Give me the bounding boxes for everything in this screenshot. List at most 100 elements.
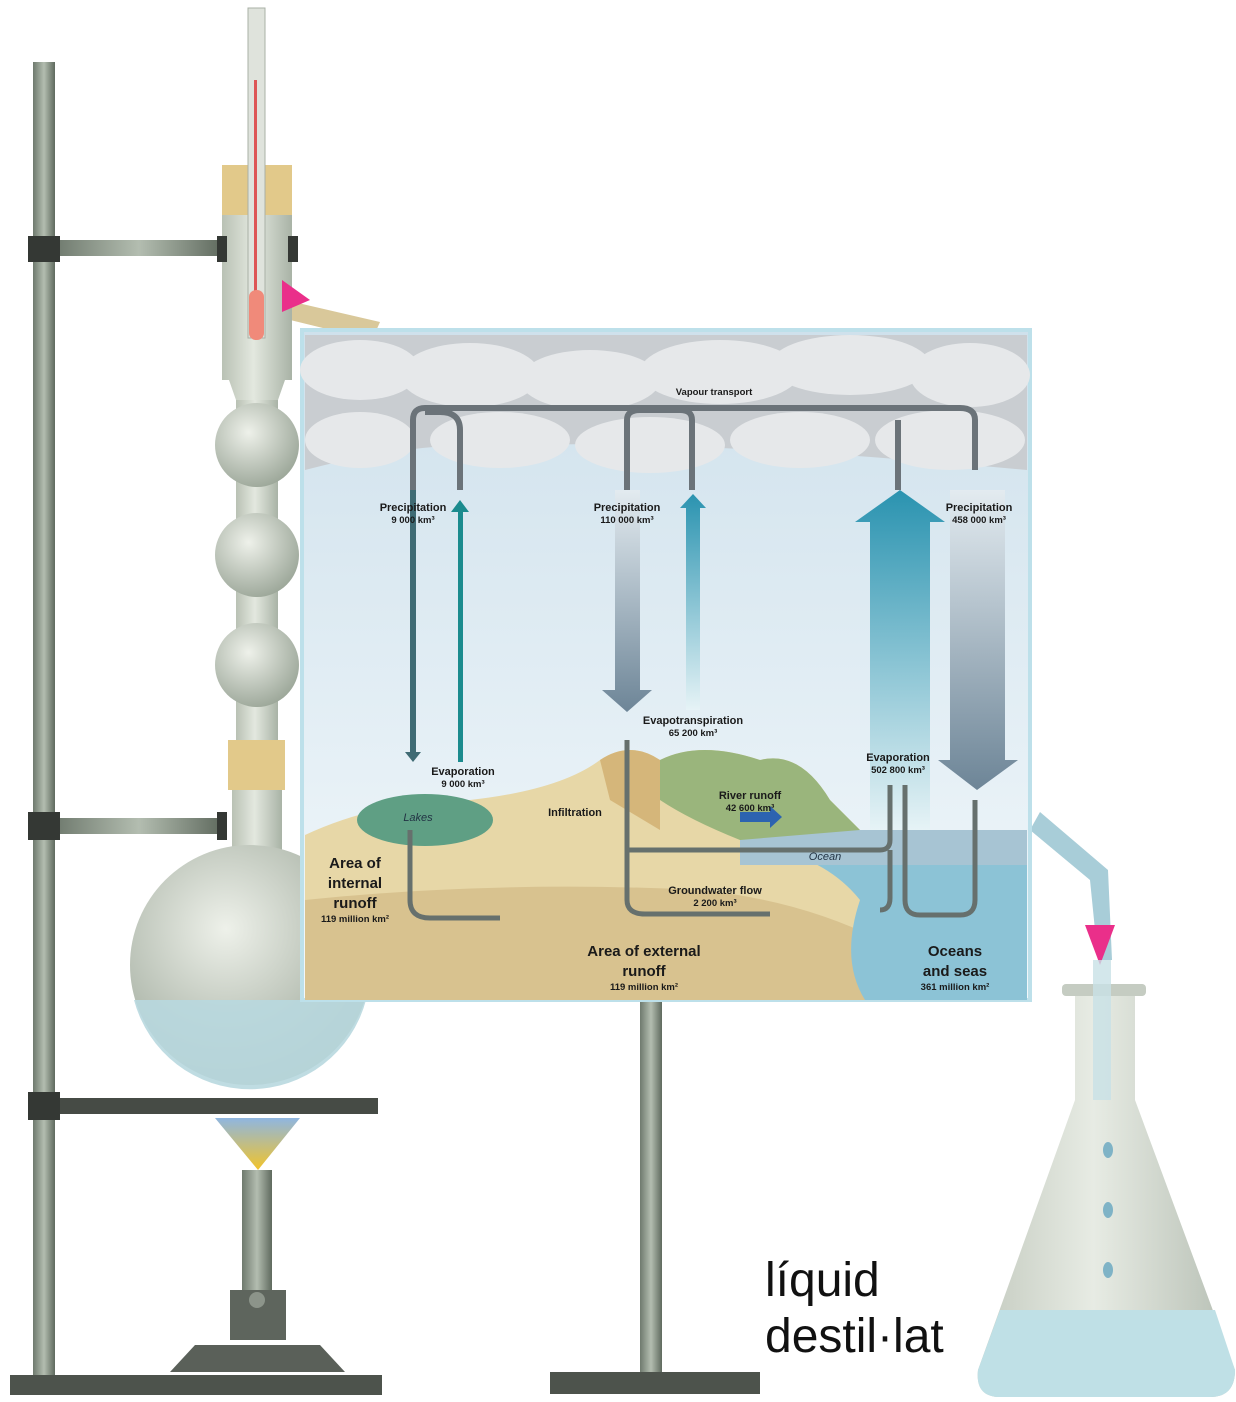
water-cycle-panel-part-part bbox=[410, 405, 978, 490]
distillation-column-part bbox=[288, 236, 298, 262]
flow-label: Precipitation bbox=[380, 502, 447, 514]
area-label: Oceans bbox=[928, 943, 982, 960]
water-cycle-panel-part bbox=[300, 335, 1030, 473]
feature-label: Lakes bbox=[403, 812, 433, 824]
water-cycle-panel-part-part bbox=[875, 410, 1025, 470]
distillation-column-part bbox=[217, 236, 227, 262]
lab-stand-part bbox=[28, 1092, 60, 1120]
water-cycle-panel-part bbox=[410, 405, 978, 490]
distillation-column-part bbox=[282, 280, 310, 312]
water-cycle-panel-part bbox=[740, 830, 1027, 1000]
water-cycle-panel-part bbox=[938, 490, 1018, 790]
water-cycle-panel-part bbox=[680, 494, 706, 710]
lab-stand-part bbox=[28, 236, 60, 262]
water-cycle-panel-part-part bbox=[425, 409, 463, 490]
flow-amount: 65 200 km³ bbox=[669, 728, 718, 739]
distillation-column-part bbox=[215, 623, 299, 707]
water-cycle-panel-part-part bbox=[624, 740, 770, 917]
distillation-column-part bbox=[254, 80, 257, 310]
vapour-label: Vapour transport bbox=[676, 387, 753, 398]
water-cycle-panel-part-part bbox=[575, 417, 725, 473]
water-cycle-panel-part-part bbox=[730, 412, 870, 468]
erlenmeyer-flask-part bbox=[1085, 925, 1115, 965]
water-cycle-panel-part bbox=[600, 750, 660, 830]
burner bbox=[170, 1118, 345, 1372]
lab-stand-part bbox=[550, 1372, 760, 1394]
water-cycle-panel-part-part bbox=[627, 785, 893, 853]
distillation-column-part bbox=[215, 513, 299, 597]
flow-amount: 9 000 km³ bbox=[391, 515, 434, 526]
distillation-column bbox=[215, 7, 380, 760]
flow-label: Precipitation bbox=[594, 502, 661, 514]
water-cycle-panel-part-part bbox=[300, 340, 420, 400]
flow-amount: 502 800 km³ bbox=[871, 765, 925, 776]
water-cycle-panel-part-part bbox=[902, 785, 978, 918]
lab-stand-part bbox=[28, 812, 60, 840]
flow-amount: 110 000 km³ bbox=[600, 515, 653, 526]
water-cycle-panel-part-part bbox=[407, 830, 500, 921]
area-size: 119 million km² bbox=[321, 914, 389, 925]
area-size: 361 million km² bbox=[921, 982, 990, 993]
water-cycle-panel-part bbox=[407, 740, 978, 921]
distillation-column-part bbox=[249, 290, 264, 340]
area-label: runoff bbox=[333, 895, 377, 912]
lab-stand-part bbox=[10, 1375, 382, 1395]
water-cycle-panel bbox=[300, 328, 1032, 1002]
water-cycle-panel-part-part bbox=[430, 412, 570, 468]
round-flask-part bbox=[134, 1000, 366, 1090]
water-cycle-panel-part-part bbox=[770, 335, 930, 395]
flow-amount: 2 200 km³ bbox=[693, 898, 736, 909]
caption: destil·lat bbox=[765, 1310, 944, 1363]
erlenmeyer-flask-part bbox=[977, 1310, 1235, 1397]
flow-label: Evaporation bbox=[431, 766, 495, 778]
distillation-column-part bbox=[215, 403, 299, 487]
burner-part bbox=[249, 1292, 265, 1308]
flow-label: River runoff bbox=[719, 790, 782, 802]
caption: líquid bbox=[765, 1254, 880, 1307]
feature-label: Ocean bbox=[809, 851, 841, 863]
flow-label: Groundwater flow bbox=[668, 885, 762, 897]
water-cycle-panel-part-part bbox=[520, 350, 660, 410]
lab-stand bbox=[10, 62, 760, 1395]
erlenmeyer-flask-part bbox=[1103, 1142, 1113, 1158]
lab-stand-part bbox=[55, 240, 223, 256]
erlenmeyer-flask-part bbox=[1093, 960, 1111, 1100]
flow-amount: 9 000 km³ bbox=[441, 779, 484, 790]
distillation-column-part bbox=[222, 360, 292, 400]
water-cycle-panel-part bbox=[357, 794, 493, 846]
water-cycle-panel-part bbox=[855, 490, 945, 830]
area-label: Area of external bbox=[587, 943, 700, 960]
water-cycle-panel-part-part bbox=[400, 343, 540, 407]
flow-label: Evapotranspiration bbox=[643, 715, 744, 727]
water-cycle-panel-part bbox=[405, 490, 421, 762]
burner-part bbox=[242, 1170, 272, 1295]
burner-part bbox=[215, 1118, 300, 1170]
area-label: and seas bbox=[923, 963, 987, 980]
water-cycle-panel-part bbox=[451, 500, 469, 762]
labels: Vapour transport Precipitation 9 000 km³… bbox=[321, 387, 1013, 1363]
erlenmeyer-flask-part bbox=[977, 995, 1235, 1397]
erlenmeyer-flask-part bbox=[1103, 1262, 1113, 1278]
lab-stand-part bbox=[30, 1098, 378, 1114]
erlenmeyer-flask bbox=[977, 812, 1235, 1397]
flow-amount: 458 000 km³ bbox=[952, 515, 1006, 526]
flow-label: Evaporation bbox=[866, 752, 930, 764]
flow-amount: 42 600 km³ bbox=[726, 803, 775, 814]
water-cycle-panel-part-part bbox=[910, 343, 1030, 407]
area-label: internal bbox=[328, 875, 382, 892]
area-label: runoff bbox=[622, 963, 666, 980]
lab-stand-part bbox=[55, 818, 223, 834]
water-cycle-panel-part-part bbox=[879, 850, 893, 913]
water-cycle-panel-part bbox=[740, 806, 782, 828]
water-cycle-panel-part-part bbox=[305, 412, 415, 468]
water-cycle-panel-part bbox=[602, 490, 652, 712]
round-flask-part bbox=[228, 740, 285, 790]
water-cycle-panel-part-part bbox=[640, 340, 800, 404]
burner-part bbox=[170, 1345, 345, 1372]
water-cycle-panel-part bbox=[660, 750, 860, 840]
lab-stand-part bbox=[640, 995, 662, 1375]
area-label: Area of bbox=[329, 855, 382, 872]
lab-stand-part bbox=[33, 62, 55, 1377]
water-cycle-panel-part-part bbox=[624, 407, 695, 490]
